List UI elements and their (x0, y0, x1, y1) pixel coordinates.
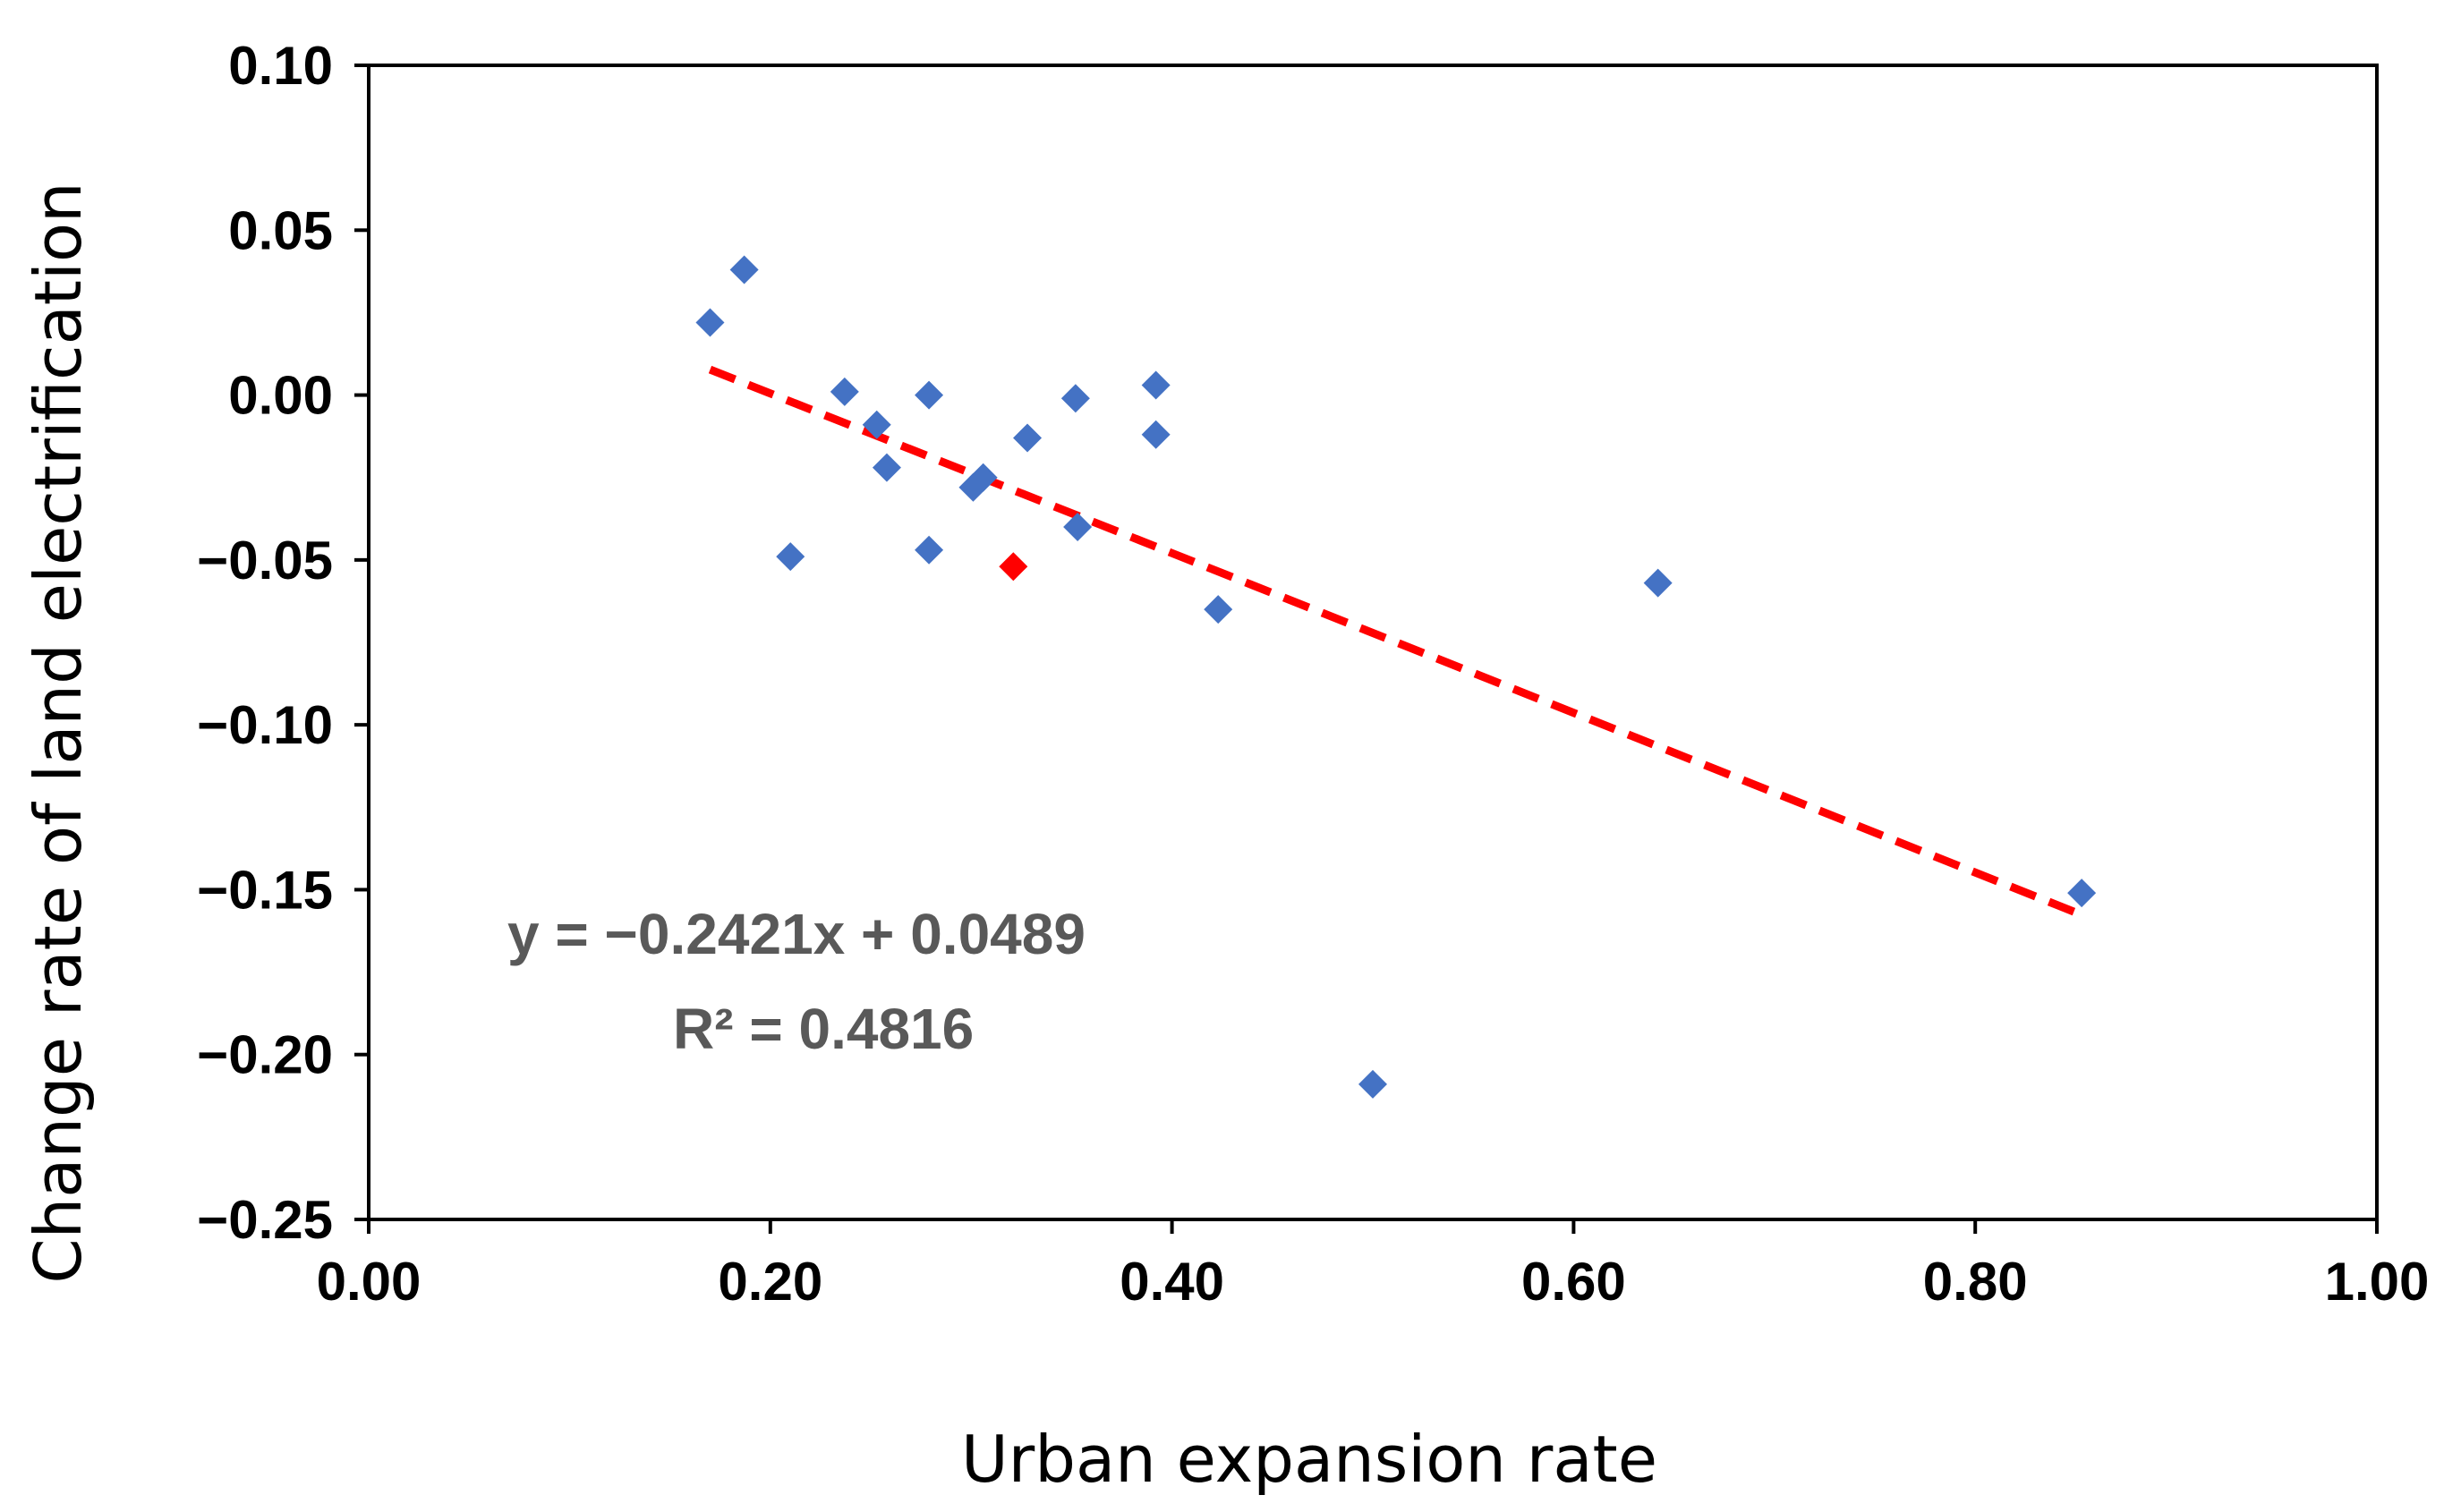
data-point (1358, 1069, 1387, 1099)
y-tick-label: 0.00 (228, 366, 333, 426)
y-tick-label: 0.05 (228, 200, 333, 260)
y-axis-ticks: 0.10 0.05 0.00 −0.05 −0.10 −0.15 −0.20 −0.25 (197, 36, 369, 1250)
x-tick-label: 0.40 (1120, 1252, 1224, 1312)
y-tick-label: −0.20 (197, 1025, 333, 1085)
data-point (1141, 370, 1171, 400)
data-point (830, 377, 859, 406)
y-tick-label: −0.05 (197, 531, 333, 590)
y-tick-label: −0.25 (197, 1190, 333, 1250)
y-axis-title: Change rate of land electrification (21, 182, 96, 1283)
x-tick-label: 0.60 (1521, 1252, 1626, 1312)
x-tick-label: 1.00 (2325, 1252, 2430, 1312)
data-point (1060, 384, 1090, 413)
data-point (915, 380, 944, 410)
data-point (872, 453, 901, 482)
data-point (915, 535, 944, 565)
data-point (1063, 513, 1093, 541)
x-tick-label: 0.20 (718, 1252, 822, 1312)
x-axis-title: Urban expansion rate (961, 1422, 1657, 1497)
data-point (776, 542, 805, 572)
data-point (1013, 423, 1043, 453)
y-tick-label: 0.10 (228, 36, 333, 96)
plot-area (367, 64, 2379, 1221)
data-point (862, 410, 891, 439)
data-point (695, 308, 725, 337)
r-squared-label: R² = 0.4816 (673, 997, 974, 1061)
data-point (729, 255, 759, 285)
x-axis-ticks: 0.00 0.20 0.40 0.60 0.80 1.00 (317, 1219, 2430, 1312)
highlighted-point (999, 552, 1028, 582)
x-tick-label: 0.80 (1923, 1252, 2028, 1312)
y-tick-label: −0.15 (197, 860, 333, 920)
regression-equation: y = −0.2421x + 0.0489 (507, 902, 1086, 966)
data-point (1141, 420, 1171, 449)
data-point (968, 463, 998, 492)
data-point (1204, 595, 1233, 624)
data-point (2067, 879, 2097, 908)
data-point (1643, 568, 1673, 598)
x-tick-label: 0.00 (317, 1252, 422, 1312)
y-tick-label: −0.10 (197, 695, 333, 755)
data-points (695, 255, 2097, 1099)
